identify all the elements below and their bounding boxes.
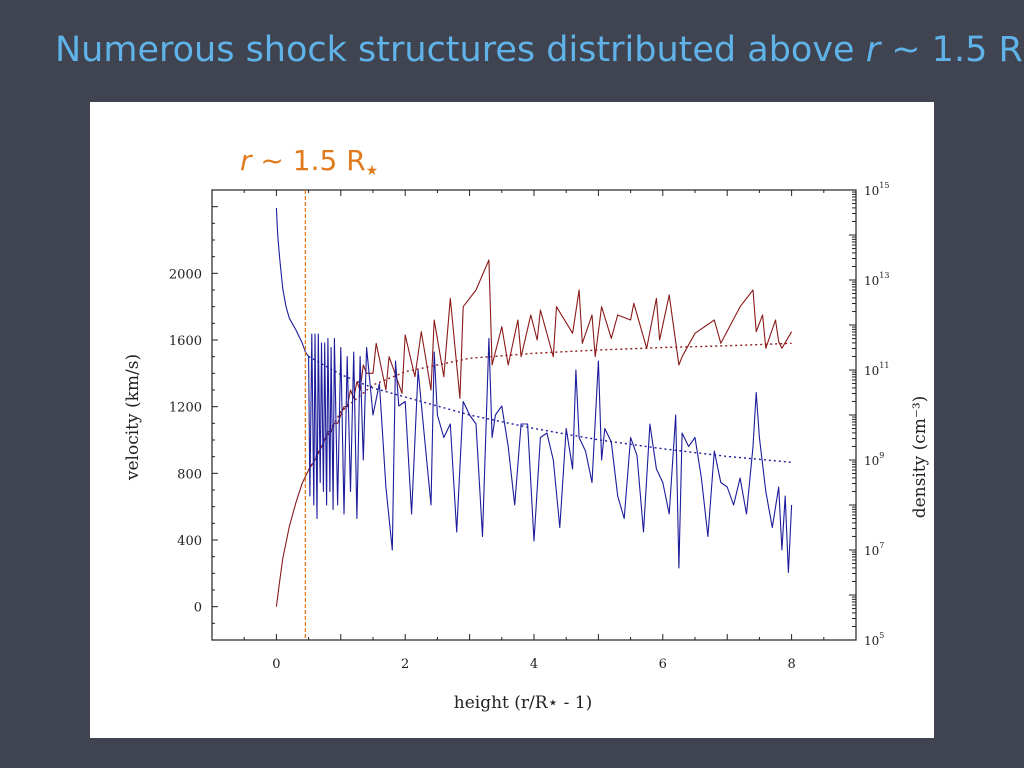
velocity-line [275,259,793,607]
y-tick-label: 2000 [169,267,202,282]
y2-axis-label: density (cm⁻³) [910,396,930,519]
y2-tick-label: 1013 [864,271,889,288]
y2-tick-exponent: 9 [879,451,884,460]
density-trend-line [308,355,792,463]
y2-tick-label: 1015 [864,181,889,198]
y2-tick-exponent: 11 [879,361,889,370]
title-var: r [865,30,881,70]
x-axis-label: height (r/R⋆ - 1) [454,693,592,713]
x-tick-label: 6 [659,657,667,672]
x-tick-label: 2 [401,657,409,672]
marker-text: ~ 1.5 R [252,144,366,177]
y-tick-label: 800 [177,467,202,482]
y-tick-label: 400 [177,534,202,549]
y-tick-label: 1200 [169,401,202,416]
y-axis-label: velocity (km/s) [123,354,143,481]
y2-tick-exponent: 13 [879,271,889,280]
y-tick-label: 0 [194,601,202,616]
marker-star: ★ [366,163,379,179]
series-layer [275,207,793,607]
y-tick-label: 1600 [169,334,202,349]
x-tick-label: 8 [787,657,795,672]
y2-tick-label: 105 [864,631,884,648]
title-prefix: Numerous shock structures distributed ab… [55,30,866,70]
y2-tick-exponent: 15 [879,181,889,190]
density-line [275,207,793,574]
slide-title: Numerous shock structures distributed ab… [55,30,1024,70]
x-axis-ticks: 0 2 4 6 8 [211,190,857,672]
y2-tick-label: 1011 [864,361,889,378]
x-tick-label: 0 [272,657,280,672]
x-tick-label: 4 [530,657,538,672]
y2-tick-exponent: 7 [879,541,884,550]
y2-tick-exponent: 5 [879,631,884,640]
y2-axis-ticks: 105 107 109 1011 1013 1015 [849,181,889,648]
marker-label: r ~ 1.5 R★ [240,144,378,179]
marker-var: r [240,144,253,177]
y-axis-ticks: 0 400 800 1200 1600 2000 [169,206,218,641]
y2-tick-label: 109 [864,451,884,468]
title-star: ★ [1023,51,1024,69]
title-suffix: ~ 1.5 R [880,30,1023,70]
y2-tick-label: 107 [864,541,884,558]
velocity-trend-line [307,342,792,471]
